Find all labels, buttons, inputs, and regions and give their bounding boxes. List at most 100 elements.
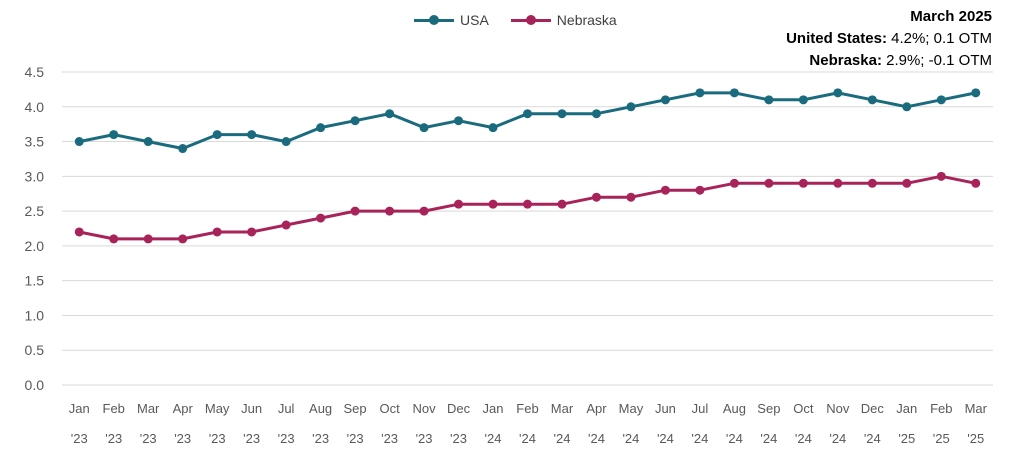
data-point-usa: [971, 88, 981, 98]
x-tick-label-year: '23: [209, 431, 226, 446]
y-tick-label: 3.5: [25, 134, 45, 150]
data-point-nebraska: [591, 192, 601, 202]
data-point-usa: [212, 130, 222, 140]
x-tick-label-year: '23: [71, 431, 88, 446]
legend-item-usa: USA: [414, 12, 489, 28]
legend-swatch-usa: [414, 14, 454, 25]
data-point-nebraska: [419, 206, 429, 216]
data-point-nebraska: [488, 199, 498, 209]
x-tick-label-year: '23: [312, 431, 329, 446]
y-tick-label: 2.0: [25, 238, 45, 254]
data-point-usa: [316, 123, 326, 133]
x-tick-label-month: Jan: [69, 401, 90, 416]
x-tick-label-month: Apr: [586, 401, 607, 416]
annotation-line-us: United States: 4.2%; 0.1 OTM: [786, 28, 992, 50]
x-tick-label-month: Aug: [309, 401, 332, 416]
data-point-nebraska: [281, 220, 291, 230]
legend-item-nebraska: Nebraska: [510, 12, 617, 28]
x-tick-label-month: Mar: [551, 401, 574, 416]
data-point-nebraska: [109, 234, 119, 244]
data-point-nebraska: [143, 234, 153, 244]
y-tick-label: 4.0: [25, 99, 45, 115]
y-tick-label: 2.5: [25, 203, 45, 219]
x-tick-label-month: Apr: [173, 401, 194, 416]
data-point-usa: [488, 123, 498, 133]
data-point-usa: [247, 130, 257, 140]
x-tick-label-year: '25: [933, 431, 950, 446]
data-point-usa: [350, 116, 360, 126]
x-tick-label-month: Feb: [930, 401, 952, 416]
annotation-us-value: 4.2%; 0.1 OTM: [886, 30, 992, 47]
y-tick-label: 0.5: [25, 342, 45, 358]
data-point-nebraska: [626, 192, 636, 202]
data-point-usa: [281, 137, 291, 147]
x-tick-label-year: '23: [174, 431, 191, 446]
data-point-usa: [74, 137, 84, 147]
x-tick-label-year: '23: [347, 431, 364, 446]
x-tick-label-year: '24: [519, 431, 536, 446]
x-tick-label-month: Dec: [447, 401, 471, 416]
data-point-usa: [867, 95, 877, 105]
data-point-usa: [523, 109, 532, 119]
x-tick-label-month: May: [205, 401, 230, 416]
data-point-nebraska: [729, 178, 739, 188]
x-tick-label-year: '24: [726, 431, 743, 446]
data-point-nebraska: [798, 178, 808, 188]
series-line-usa: [78, 91, 977, 150]
x-tick-label-year: '23: [278, 431, 295, 446]
data-point-nebraska: [764, 178, 774, 188]
annotation-ne-value: 2.9%; -0.1 OTM: [881, 52, 992, 69]
data-point-nebraska: [247, 227, 257, 237]
data-point-usa: [385, 109, 395, 119]
data-point-usa: [936, 95, 946, 105]
x-tick-label-year: '24: [657, 431, 674, 446]
x-tick-label-month: Jul: [278, 401, 295, 416]
data-point-nebraska: [833, 178, 843, 188]
y-tick-label: 4.5: [25, 64, 45, 80]
data-point-nebraska: [660, 185, 670, 195]
x-tick-label-year: '25: [967, 431, 984, 446]
x-tick-label-month: Nov: [412, 401, 436, 416]
x-tick-label-month: Dec: [861, 401, 885, 416]
x-tick-label-month: Aug: [723, 401, 746, 416]
x-tick-label-year: '23: [140, 431, 157, 446]
data-point-nebraska: [178, 234, 188, 244]
chart-legend: USA Nebraska: [414, 12, 617, 28]
data-point-nebraska: [316, 213, 326, 223]
data-point-usa: [591, 109, 601, 119]
annotation-us-label: United States:: [786, 30, 887, 47]
x-tick-label-year: '23: [243, 431, 260, 446]
x-tick-label-month: Feb: [103, 401, 125, 416]
x-tick-label-year: '23: [416, 431, 433, 446]
annotation-line-ne: Nebraska: 2.9%; -0.1 OTM: [786, 50, 992, 72]
data-point-nebraska: [971, 178, 981, 188]
data-point-usa: [660, 95, 670, 105]
legend-label-nebraska: Nebraska: [556, 12, 617, 28]
annotation-ne-label: Nebraska:: [809, 52, 882, 69]
data-point-usa: [626, 102, 636, 112]
data-point-usa: [143, 137, 153, 147]
data-point-nebraska: [350, 206, 360, 216]
x-tick-label-month: Feb: [516, 401, 538, 416]
x-tick-label-year: '24: [864, 431, 881, 446]
data-point-nebraska: [557, 199, 567, 209]
data-point-usa: [798, 95, 808, 105]
legend-swatch-nebraska: [510, 14, 551, 25]
x-tick-label-month: Jun: [241, 401, 262, 416]
x-tick-label-year: '23: [450, 431, 467, 446]
x-tick-label-month: Sep: [757, 401, 780, 416]
x-tick-label-year: '25: [898, 431, 915, 446]
x-tick-label-year: '24: [485, 431, 502, 446]
data-point-usa: [902, 102, 912, 112]
x-tick-label-month: Jul: [692, 401, 709, 416]
x-tick-label-year: '23: [105, 431, 122, 446]
data-point-usa: [695, 88, 705, 98]
x-tick-label-year: '24: [795, 431, 812, 446]
annotation-title: March 2025: [910, 8, 992, 25]
data-point-usa: [109, 130, 119, 140]
x-tick-label-month: Jan: [896, 401, 917, 416]
x-tick-label-month: May: [619, 401, 644, 416]
y-tick-label: 3.0: [25, 168, 45, 184]
data-point-usa: [729, 88, 739, 98]
